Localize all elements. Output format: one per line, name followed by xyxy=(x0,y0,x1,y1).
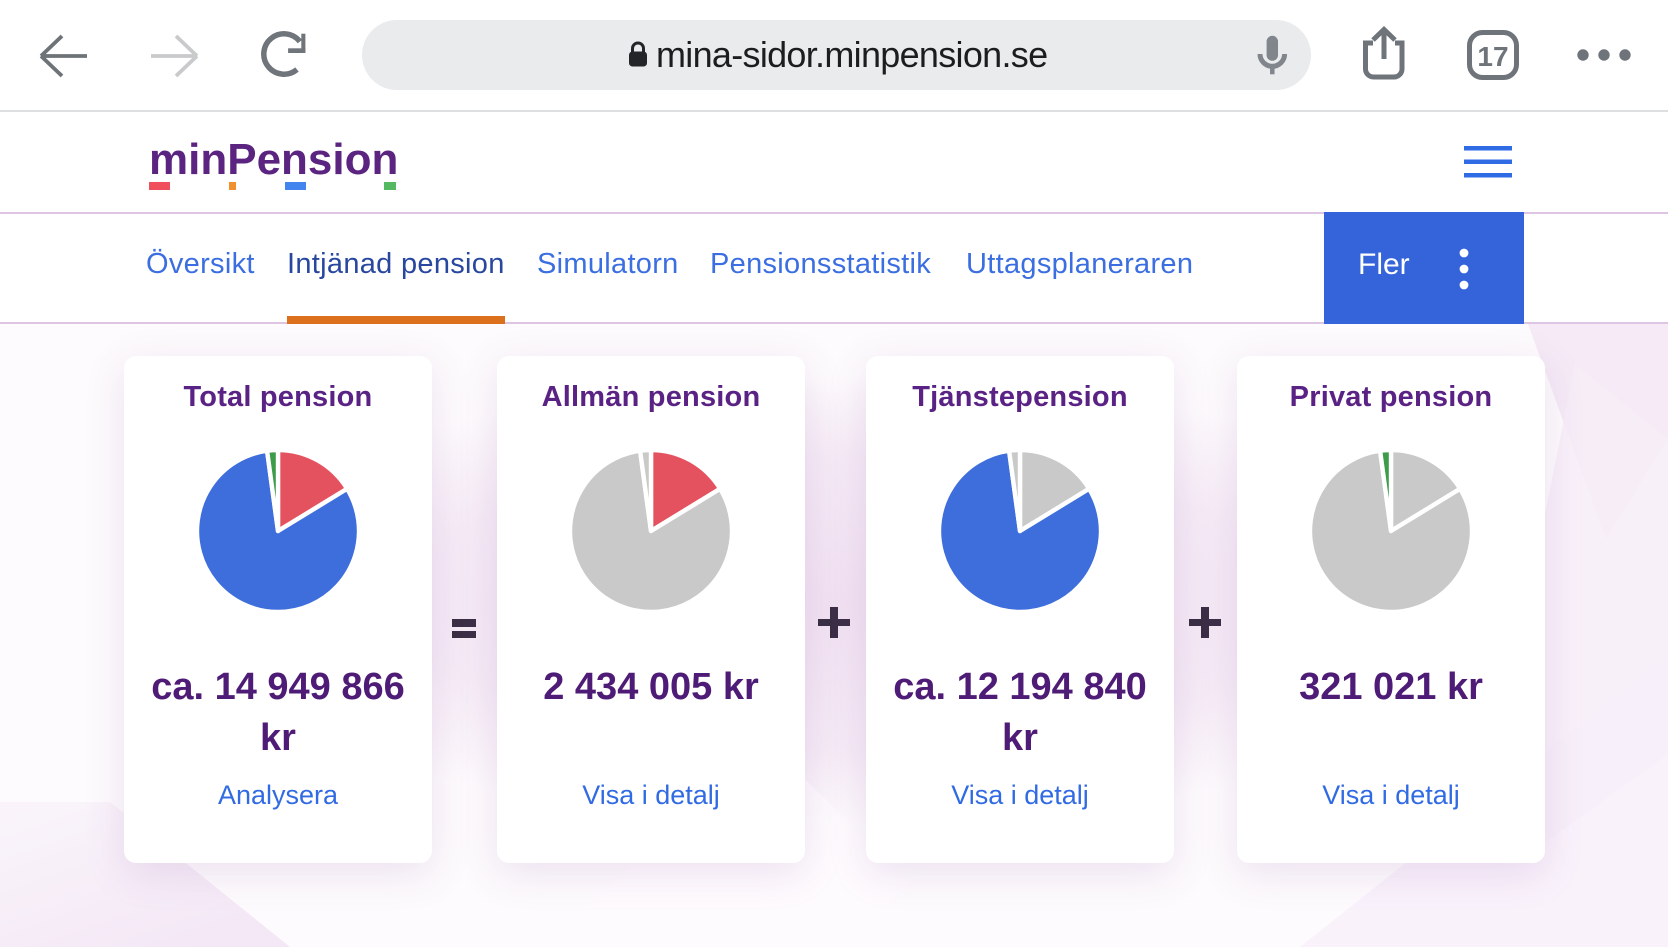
svg-text:17: 17 xyxy=(1477,41,1508,72)
